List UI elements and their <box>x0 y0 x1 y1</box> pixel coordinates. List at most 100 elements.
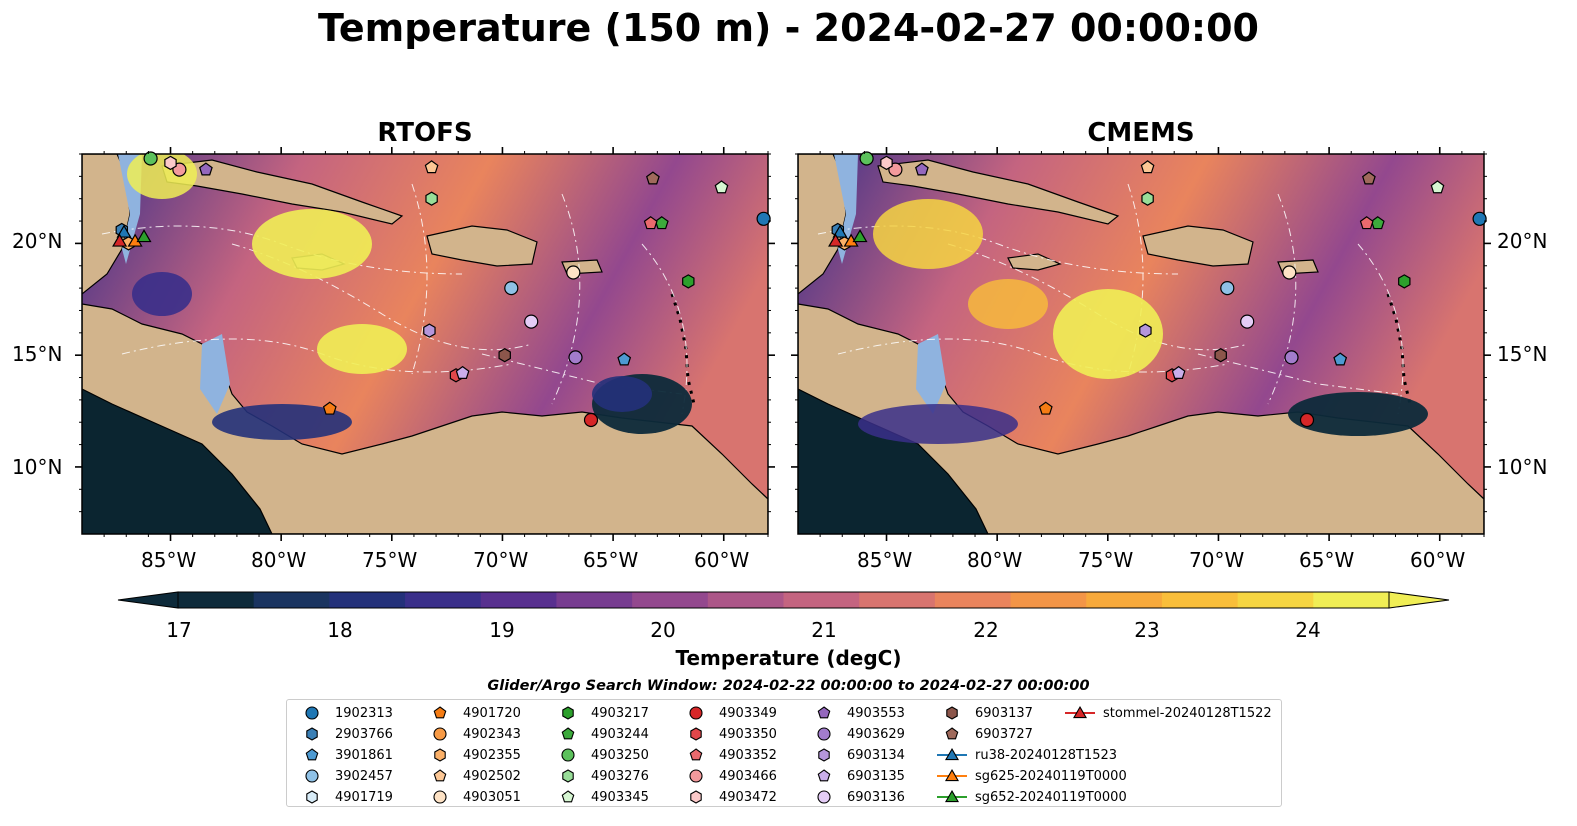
colorbar-segment <box>253 592 330 608</box>
legend-label: stommel-20240128T1522 <box>1103 705 1272 721</box>
legend-item: 4902355 <box>423 745 521 765</box>
legend-marker-icon <box>690 727 702 741</box>
colorbar-segment <box>1161 592 1239 608</box>
colorbar-segment <box>329 592 406 608</box>
lat-label-20-right: 20°N <box>1497 229 1548 253</box>
lon-label-80-rtofs: 80°W <box>251 548 307 572</box>
colorbar-segment <box>859 592 936 608</box>
legend-marker-icon <box>690 790 702 804</box>
colorbar-tick-23: 23 <box>1134 618 1160 642</box>
colorbar-segment <box>783 592 860 608</box>
legend-marker-icon <box>433 790 447 804</box>
legend-item: 4903276 <box>551 766 649 786</box>
platform-marker-6903135-rtofs <box>455 365 470 379</box>
legend-item: 4901719 <box>295 787 393 807</box>
legend-marker-icon <box>433 706 447 719</box>
legend-item: 6903134 <box>807 745 905 765</box>
lat-label-20-left: 20°N <box>12 229 63 253</box>
legend-item: 6903727 <box>935 724 1033 744</box>
legend-marker-icon <box>945 727 959 740</box>
platform-marker-4903276-rtofs <box>425 191 438 206</box>
lon-label-65-rtofs: 65°W <box>583 548 639 572</box>
legend-label: 6903727 <box>975 726 1033 742</box>
legend-marker-icon <box>305 706 319 720</box>
legend-label: 4903472 <box>719 789 777 805</box>
legend-label: 4903553 <box>847 705 905 721</box>
legend-marker-icon <box>305 769 319 783</box>
legend-item: sg625-20240119T0000 <box>935 766 1127 786</box>
legend-item: 4903345 <box>551 787 649 807</box>
platform-marker-6903727-cmems <box>1362 171 1376 185</box>
legend-marker-icon <box>689 706 703 720</box>
colorbar-tick-24: 24 <box>1295 618 1321 642</box>
colorbar-segment <box>1010 592 1087 608</box>
legend-label: 4903051 <box>463 789 521 805</box>
colorbar-segment <box>632 592 709 608</box>
legend-marker-icon <box>562 769 574 783</box>
platform-marker-6903136-rtofs <box>524 314 539 329</box>
legend: 1902313 2903766 3901861 3902457 4901719 49017… <box>286 699 1282 807</box>
legend-label: 4903250 <box>591 747 649 763</box>
platform-marker-4903472-cmems <box>880 155 893 171</box>
legend-marker-icon <box>306 790 318 804</box>
lon-label-70-rtofs: 70°W <box>473 548 529 572</box>
legend-label: ru38-20240128T1523 <box>975 747 1118 763</box>
platform-marker-4902502-cmems <box>1140 160 1155 174</box>
platform-marker-4903250-rtofs <box>143 151 158 166</box>
legend-item: 4903629 <box>807 724 905 744</box>
platform-marker-4901720-cmems <box>1038 401 1053 415</box>
platform-marker-6903136-cmems <box>1240 314 1255 329</box>
legend-marker-icon <box>561 748 575 762</box>
legend-label: 4903217 <box>591 705 649 721</box>
legend-marker-icon <box>817 790 831 804</box>
lon-label-80-cmems: 80°W <box>967 548 1023 572</box>
legend-item: 4903250 <box>551 745 649 765</box>
legend-label: sg625-20240119T0000 <box>975 768 1127 784</box>
panel-title-rtofs: RTOFS <box>377 118 473 148</box>
platform-marker-4903217-rtofs <box>682 274 695 289</box>
platform-marker-ru38-20240128T1523-rtofs <box>116 224 132 238</box>
platform-marker-4903349-cmems <box>1299 412 1315 428</box>
colorbar-tick-18: 18 <box>327 618 353 642</box>
platform-marker-6903137-rtofs <box>498 348 511 363</box>
legend-item: 4903466 <box>679 766 777 786</box>
platform-marker-6903135-cmems <box>1171 365 1186 379</box>
colorbar-label: Temperature (degC) <box>675 646 902 670</box>
legend-label: 6903135 <box>847 768 905 784</box>
legend-item: 4903349 <box>679 703 777 723</box>
legend-item: 4902343 <box>423 724 521 744</box>
platform-marker-6903137-cmems <box>1214 348 1227 363</box>
platform-marker-3902457-cmems <box>1220 281 1235 296</box>
legend-marker-icon <box>561 790 575 803</box>
legend-label: 1902313 <box>335 705 393 721</box>
platform-marker-4903051-cmems <box>1282 265 1297 280</box>
legend-item: 2903766 <box>295 724 393 744</box>
legend-marker-icon <box>817 769 831 782</box>
platform-marker-sg652-20240119T0000-rtofs <box>136 229 152 243</box>
platform-marker-4903276-cmems <box>1141 191 1154 206</box>
legend-label: 4903466 <box>719 768 777 784</box>
legend-label: 4903349 <box>719 705 777 721</box>
legend-item: 4903350 <box>679 724 777 744</box>
lat-label-10-left: 10°N <box>12 455 63 479</box>
legend-item: 4903553 <box>807 703 905 723</box>
colorbar-segment <box>178 592 255 608</box>
platform-marker-4903629-cmems <box>1284 350 1299 365</box>
legend-item: 4903244 <box>551 724 649 744</box>
legend-marker-icon <box>306 727 318 741</box>
platform-marker-4903345-cmems <box>1430 180 1445 194</box>
legend-marker-icon <box>562 706 574 720</box>
legend-item: 4903352 <box>679 745 777 765</box>
legend-label: 6903134 <box>847 747 905 763</box>
legend-label: 4901719 <box>335 789 393 805</box>
colorbar-segment <box>405 592 482 608</box>
legend-item: 4903217 <box>551 703 649 723</box>
page-title: Temperature (150 m) - 2024-02-27 00:00:0… <box>317 6 1259 50</box>
legend-label: 4903352 <box>719 747 777 763</box>
colorbar-segment <box>556 592 633 608</box>
legend-marker-icon <box>433 769 447 782</box>
legend-item: 4901720 <box>423 703 521 723</box>
map-rtofs <box>82 154 768 534</box>
platform-marker-4903250-cmems <box>859 151 874 166</box>
legend-item: ru38-20240128T1523 <box>935 745 1117 765</box>
